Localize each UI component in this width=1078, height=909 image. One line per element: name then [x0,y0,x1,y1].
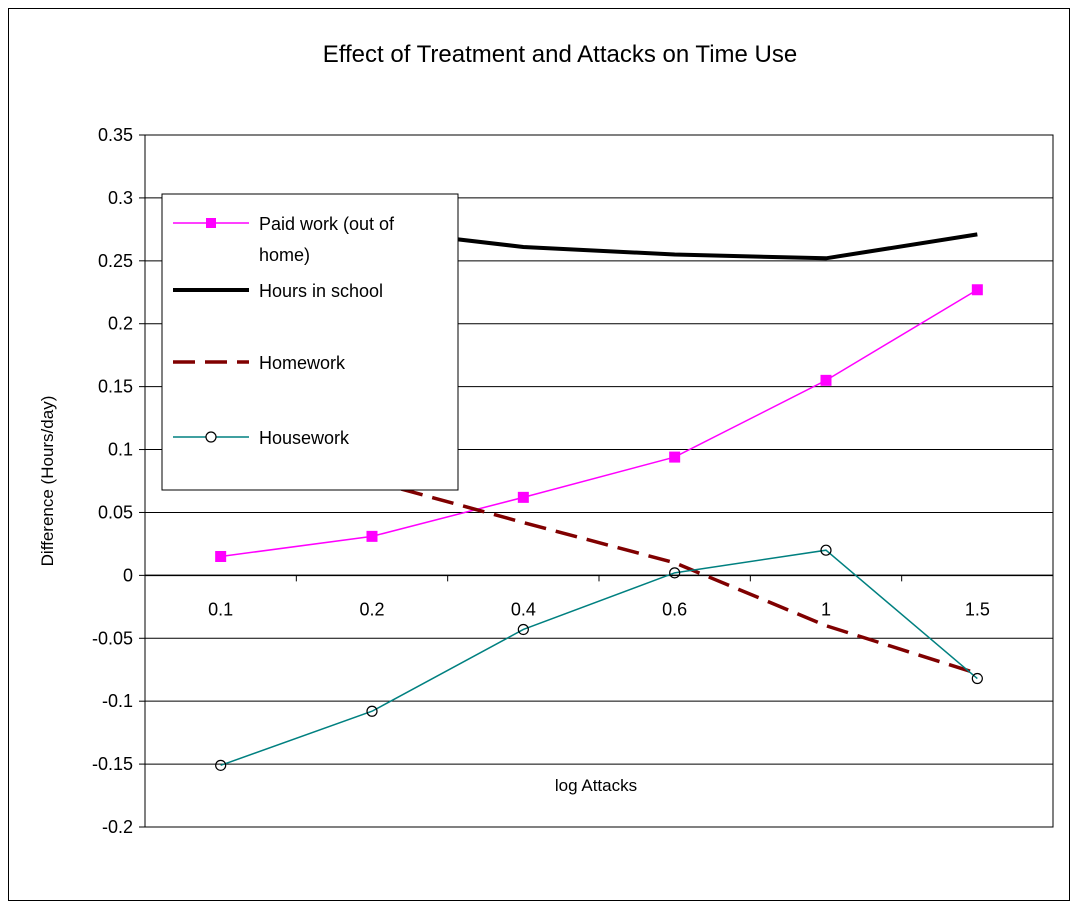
y-tick-label: -0.15 [92,754,133,774]
plot-area [144,134,1054,828]
data-point-paid-work-out-of-home [971,284,983,296]
y-axis-ticks: 0.35 0.3 0.25 0.2 0.15 0.1 0.05 0 -0.05 -0.1 -0.15… [92,125,145,837]
x-axis-ticks: 0.1 0.2 0.4 0.6 1 1.5 [144,574,1054,619]
series-line-paid-work-out-of-home [220,289,978,558]
legend-label-paid-work-out-of-home: Paid work (out of [259,214,395,234]
data-point-housework [820,544,832,556]
y-tick-label: 0.3 [108,188,133,208]
y-tick-label: 0.25 [98,251,133,271]
y-tick-label: 0.35 [98,125,133,145]
legend-label-homework: Homework [259,353,346,373]
x-tick-label: 0.6 [662,599,687,619]
chart-frame: Effect of Treatment and Attacks on Time … [8,8,1070,901]
y-tick-label: 0.2 [108,314,133,334]
data-point-housework [366,705,378,717]
legend-marker-housework [205,431,217,443]
legend-marker-paid-work-out-of-home [206,218,216,228]
data-point-paid-work-out-of-home [366,530,378,542]
y-axis-title: Difference (Hours/day) [38,396,57,567]
x-tick-label: 0.2 [359,599,384,619]
y-tick-label: 0.15 [98,377,133,397]
x-tick-label: 0.1 [208,599,233,619]
line-chart: Effect of Treatment and Attacks on Time … [38,41,1054,837]
y-tick-label: 0 [123,565,133,585]
data-point-paid-work-out-of-home [215,550,227,562]
x-tick-label: 0.4 [511,599,536,619]
data-point-housework [971,672,983,685]
legend-label-hours-in-school: Hours in school [259,281,383,301]
x-tick-label: 1.5 [965,599,990,619]
data-point-housework [517,623,529,636]
data-point-housework [215,759,227,771]
x-tick-label: 1 [821,599,831,619]
legend: Paid work (out of home) Hours in school Hom… [161,193,459,491]
y-tick-label: 0.05 [98,502,133,522]
x-axis-title: log Attacks [555,776,637,795]
series-line-housework [220,549,978,767]
y-tick-label: 0.1 [108,440,133,460]
data-point-paid-work-out-of-home [820,374,832,386]
data-point-paid-work-out-of-home [669,451,681,463]
data-point-paid-work-out-of-home [517,491,529,503]
y-tick-label: -0.2 [102,817,133,837]
y-tick-label: -0.1 [102,691,133,711]
legend-label-housework: Housework [259,428,350,448]
chart-title: Effect of Treatment and Attacks on Time … [323,41,797,68]
y-tick-label: -0.05 [92,628,133,648]
legend-label-paid-work-out-of-home: home) [259,245,310,265]
data-point-housework [669,567,681,579]
